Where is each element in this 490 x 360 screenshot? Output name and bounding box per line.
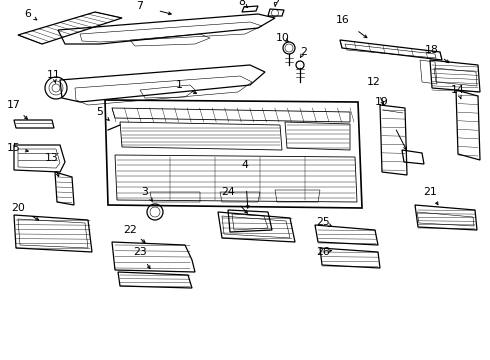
Text: 23: 23: [133, 247, 147, 257]
Text: 26: 26: [316, 247, 330, 257]
Text: 8: 8: [239, 0, 245, 7]
Text: 4: 4: [242, 160, 248, 170]
Text: 1: 1: [175, 80, 182, 90]
Text: 11: 11: [47, 70, 61, 80]
Text: 24: 24: [221, 187, 235, 197]
Text: 16: 16: [336, 15, 350, 25]
Text: 10: 10: [276, 33, 290, 43]
Text: 13: 13: [45, 153, 59, 163]
Text: 15: 15: [7, 143, 21, 153]
Text: 20: 20: [11, 203, 25, 213]
Text: 9: 9: [272, 0, 279, 5]
Text: 12: 12: [367, 77, 381, 87]
Text: 17: 17: [7, 100, 21, 110]
Text: 19: 19: [375, 97, 389, 107]
Text: 14: 14: [451, 85, 465, 95]
Text: 6: 6: [24, 9, 31, 19]
Text: 22: 22: [123, 225, 137, 235]
Text: 2: 2: [300, 47, 307, 57]
Text: 21: 21: [423, 187, 437, 197]
Text: 5: 5: [97, 107, 103, 117]
Text: 25: 25: [316, 217, 330, 227]
Text: 18: 18: [425, 45, 439, 55]
Text: 7: 7: [137, 1, 144, 11]
Text: 3: 3: [142, 187, 148, 197]
